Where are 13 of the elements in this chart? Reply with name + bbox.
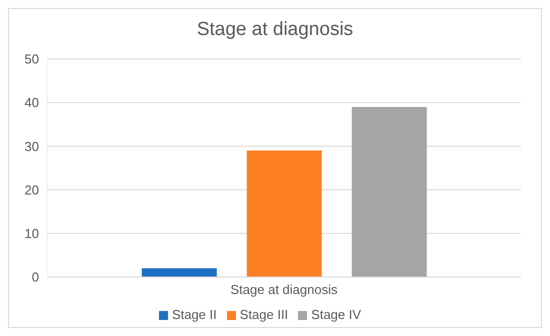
bar xyxy=(246,150,322,277)
y-tick-label: 20 xyxy=(24,182,39,198)
legend-label: Stage IV xyxy=(311,307,362,322)
bar xyxy=(352,106,427,277)
bar xyxy=(142,268,217,277)
y-tick-label: 40 xyxy=(24,95,39,110)
text: Stage at diagnosis xyxy=(230,282,338,298)
y-tick-label: 0 xyxy=(32,270,39,285)
y-tick-label: 50 xyxy=(24,52,39,67)
legend-label: Stage III xyxy=(240,307,288,322)
y-tick-label: 10 xyxy=(24,226,39,242)
legend-label: Stage II xyxy=(172,307,217,322)
y-tick-label: 30 xyxy=(24,138,39,154)
